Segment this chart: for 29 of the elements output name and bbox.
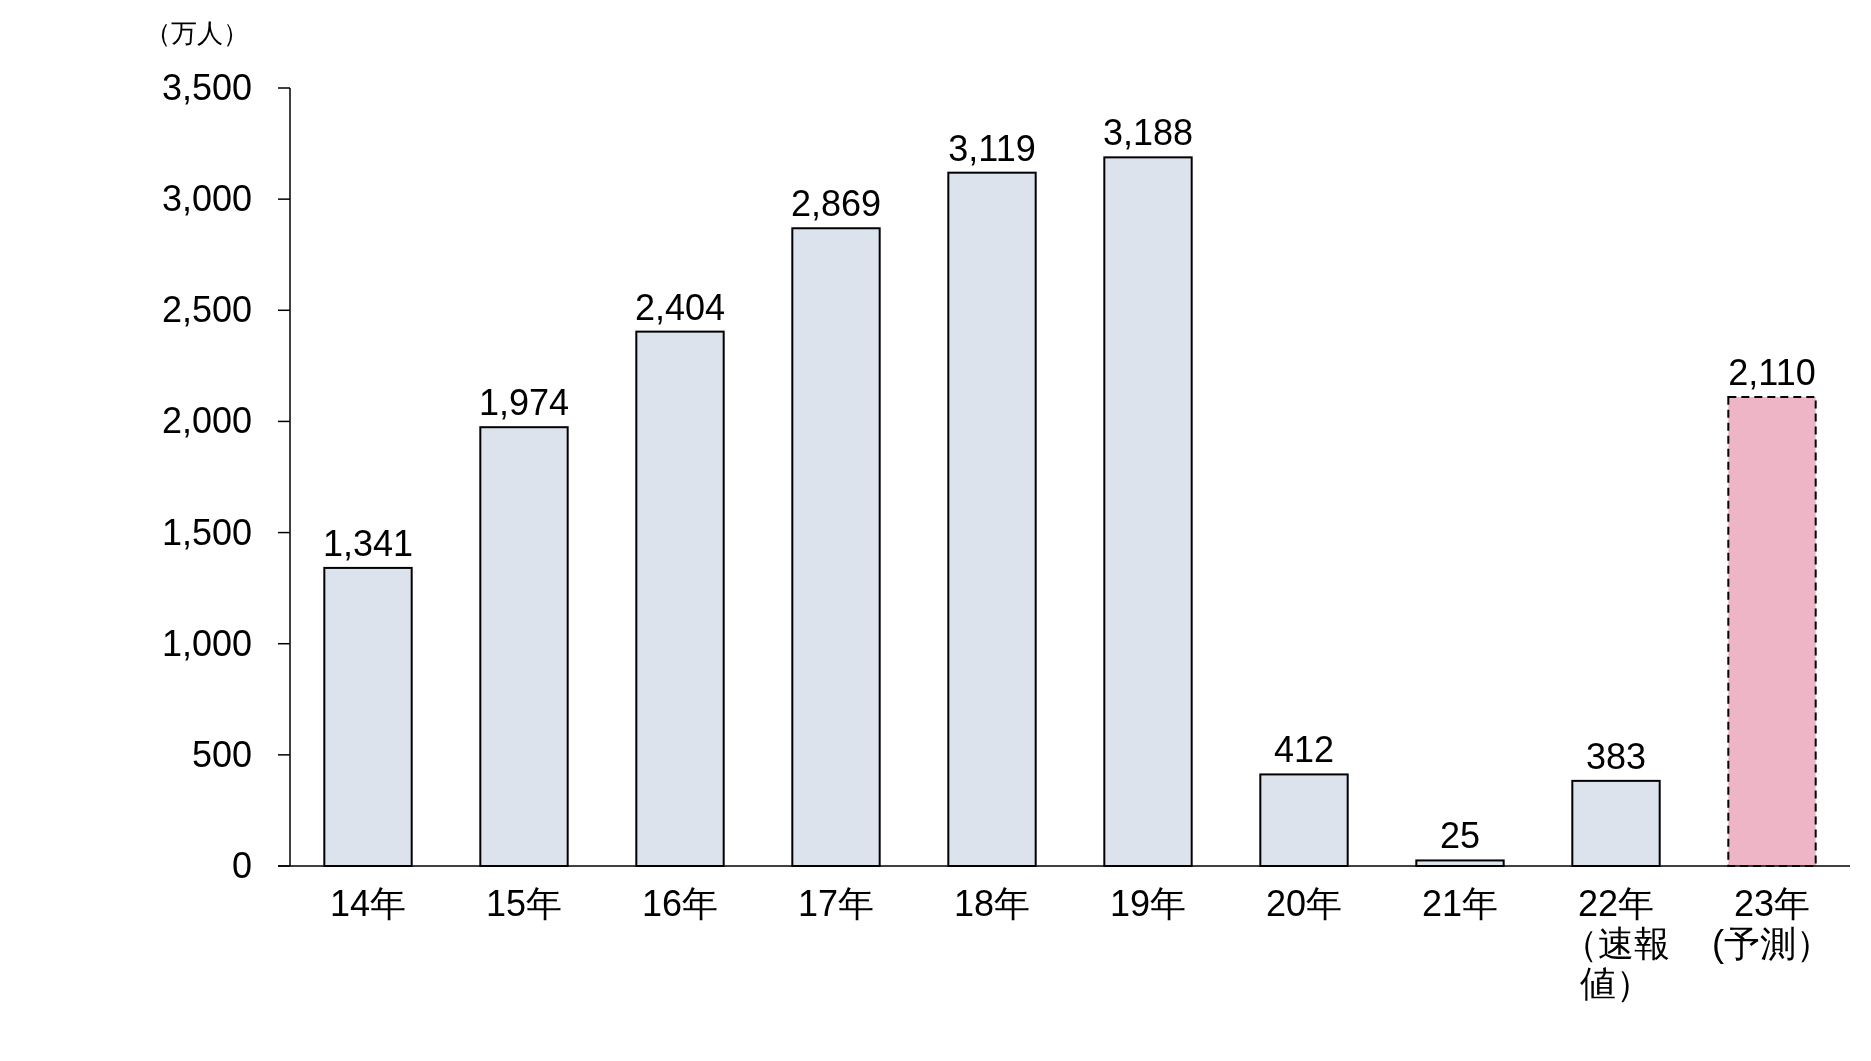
y-tick-label: 1,000 (161, 622, 252, 664)
x-tick-label: 21年 (1421, 883, 1499, 924)
x-tick-label: 20年 (1265, 883, 1343, 924)
data-label: 412 (1273, 729, 1335, 771)
data-label: 1,341 (322, 522, 414, 564)
data-label: 2,110 (1728, 351, 1816, 393)
data-label: 2,869 (790, 183, 882, 225)
y-tick-label: 3,500 (161, 67, 252, 108)
y-tick-label: 1,500 (161, 511, 252, 553)
data-label: 25 (1439, 815, 1481, 857)
data-label: 383 (1585, 735, 1647, 777)
y-tick-label: 2,500 (161, 289, 252, 331)
data-label: 3,188 (1102, 112, 1194, 154)
x-tick-label: 19年 (1109, 883, 1187, 924)
y-tick-label: 2,000 (161, 400, 252, 442)
y-tick-label: 0 (231, 845, 252, 886)
y-tick-label: 3,000 (161, 178, 252, 220)
x-tick-label: 22年（速報値） (1562, 883, 1670, 1004)
data-label: 3,119 (948, 127, 1036, 169)
x-tick-label: 16年 (641, 883, 719, 924)
x-tick-label: 15年 (485, 883, 563, 924)
y-tick-label: 500 (191, 733, 252, 775)
x-tick-label: 14年 (329, 883, 407, 924)
data-label: 1,974 (478, 382, 570, 424)
data-label: 2,404 (634, 286, 726, 328)
y-axis-title: （万人） (145, 18, 249, 48)
x-tick-label: 17年 (797, 883, 875, 924)
x-tick-label: 23年(予測） (1712, 883, 1832, 964)
x-tick-label: 18年 (953, 883, 1031, 924)
